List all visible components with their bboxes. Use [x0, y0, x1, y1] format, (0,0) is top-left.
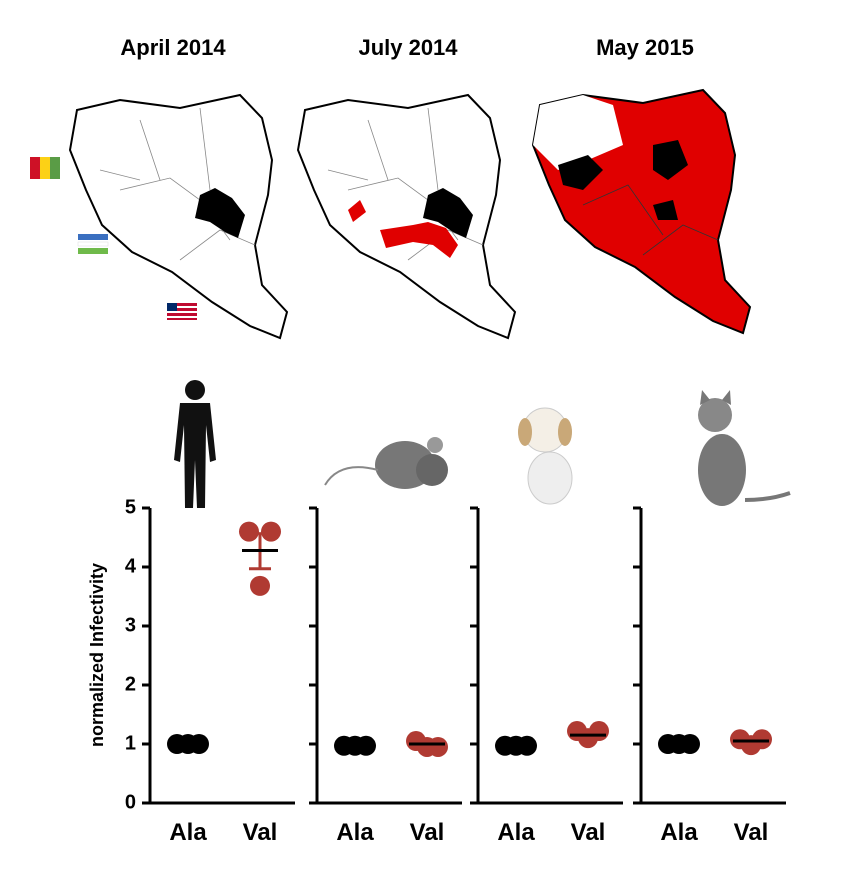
map-title: April 2014: [120, 35, 226, 60]
x-tick-label: Val: [243, 819, 278, 846]
x-tick-label: Val: [410, 819, 445, 846]
y-axis-label: normalized Infectivity: [87, 563, 107, 747]
x-tick-label: Ala: [169, 819, 207, 846]
y-tick-label: 2: [125, 673, 136, 695]
map: [532, 89, 751, 334]
data-point: [417, 736, 437, 757]
data-point: [239, 521, 259, 542]
x-tick-label: Val: [734, 819, 769, 846]
y-tick-label: 0: [125, 791, 136, 813]
x-tick-label: Ala: [660, 819, 698, 846]
dog-icon: [518, 407, 573, 505]
map: [297, 94, 516, 339]
data-point: [250, 575, 270, 596]
human-icon: [174, 380, 216, 508]
y-tick-label: 4: [125, 555, 137, 577]
map: [69, 94, 288, 339]
data-point: [578, 728, 598, 749]
map-title: May 2015: [596, 35, 694, 60]
data-point: [741, 735, 761, 756]
mouse-icon: [324, 437, 448, 489]
x-tick-label: Val: [571, 819, 606, 846]
x-tick-label: Ala: [497, 819, 535, 846]
cat-icon: [698, 390, 791, 506]
y-tick-label: 3: [125, 614, 136, 636]
map-title: July 2014: [358, 35, 458, 60]
y-tick-label: 1: [125, 732, 136, 754]
data-point: [261, 521, 281, 542]
y-tick-label: 5: [125, 496, 136, 518]
x-tick-label: Ala: [336, 819, 374, 846]
flags: [30, 157, 197, 320]
